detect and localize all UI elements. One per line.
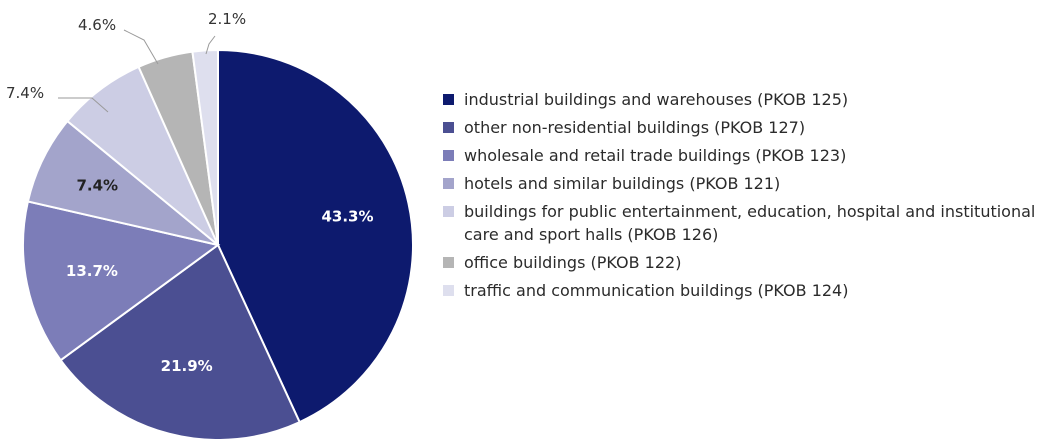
legend-label: industrial buildings and warehouses (PKO…: [464, 90, 849, 109]
slice-value-label: 7.4%: [6, 84, 44, 102]
legend-item-office: office buildings (PKOB 122): [443, 251, 1042, 274]
slice-value-label: 2.1%: [208, 10, 246, 28]
legend-swatch: [443, 94, 454, 105]
leader-line: [58, 97, 109, 113]
legend-item-traffic-communication: traffic and communication buildings (PKO…: [443, 279, 1042, 302]
legend-item-hotels: hotels and similar buildings (PKOB 121): [443, 172, 1042, 195]
leader-lines: [58, 29, 216, 113]
legend-label: wholesale and retail trade buildings (PK…: [464, 146, 847, 165]
pie-chart: 43.3% 21.9% 13.7% 7.4% 7.4% 4.6% 2.1%: [6, 10, 414, 439]
pie-slice: [22, 200, 221, 362]
legend-item-industrial: industrial buildings and warehouses (PKO…: [443, 88, 1042, 111]
legend-item-wholesale-retail: wholesale and retail trade buildings (PK…: [443, 144, 1042, 167]
legend-swatch: [443, 178, 454, 189]
pie-slice: [59, 243, 301, 439]
legend-item-other-non-residential: other non-residential buildings (PKOB 12…: [443, 116, 1042, 139]
pie-slice: [191, 48, 219, 246]
legend-label: traffic and communication buildings (PKO…: [464, 281, 849, 300]
leader-line: [123, 29, 159, 65]
chart-legend: industrial buildings and warehouses (PKO…: [443, 88, 1042, 307]
slice-value-label: 13.7%: [66, 262, 118, 280]
slice-value-label: 21.9%: [161, 357, 213, 375]
legend-swatch: [443, 285, 454, 296]
legend-swatch: [443, 206, 454, 217]
legend-swatch: [443, 257, 454, 268]
legend-swatch: [443, 122, 454, 133]
leader-line: [205, 35, 216, 55]
slice-labels: 43.3% 21.9% 13.7% 7.4% 7.4% 4.6% 2.1%: [6, 10, 374, 375]
slice-value-label: 7.4%: [76, 177, 118, 195]
legend-label: other non-residential buildings (PKOB 12…: [464, 118, 806, 137]
pie-slice: [217, 48, 414, 424]
legend-item-public-entertainment: buildings for public entertainment, educ…: [443, 200, 1042, 246]
legend-label: office buildings (PKOB 122): [464, 253, 682, 272]
legend-label: hotels and similar buildings (PKOB 121): [464, 174, 781, 193]
legend-swatch: [443, 150, 454, 161]
slice-value-label: 4.6%: [78, 16, 116, 34]
legend-label: buildings for public entertainment, educ…: [464, 202, 1036, 244]
pie-slices: [22, 48, 414, 439]
slice-value-label: 43.3%: [321, 208, 373, 226]
